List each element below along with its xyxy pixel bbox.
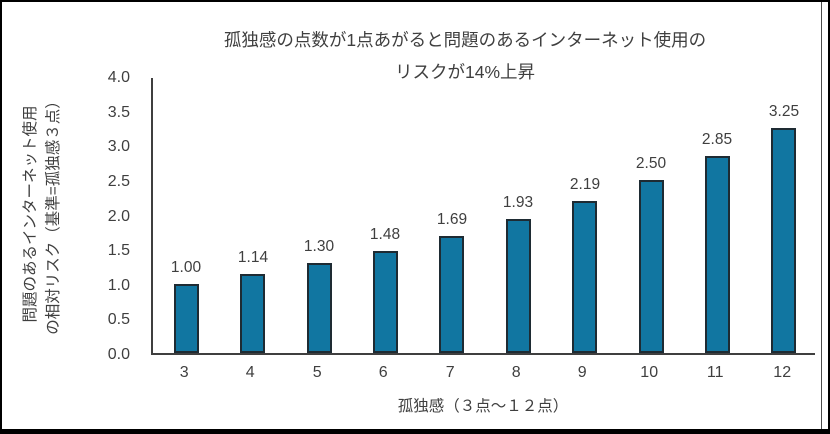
bar [307,263,332,353]
bar [174,284,199,353]
y-tick-label: 3.5 [107,104,130,121]
bar-value-label: 2.19 [569,176,601,193]
x-tick-label: 7 [445,364,455,381]
chart-frame-border [821,2,822,429]
bar [506,219,531,353]
y-axis-title-line-1: 問題のあるインターネット使用 [22,105,39,323]
chart-title-line-1: 孤独感の点数が1点あがると問題のあるインターネット使用の [223,30,707,50]
y-tick-label: 2.5 [107,173,130,190]
x-tick-label: 5 [312,364,322,381]
bar-value-label: 1.69 [436,211,468,228]
y-tick-label: 4.0 [107,69,130,86]
x-tick-label: 12 [773,364,792,381]
y-tick-label: 0.0 [107,346,130,363]
bar-value-label: 1.14 [237,249,269,266]
y-tick-label: 3.0 [107,138,130,155]
bar [439,236,464,353]
bar-value-label: 1.30 [303,238,335,255]
x-tick-label: 4 [245,364,255,381]
y-tick-label: 1.0 [107,277,130,294]
chart-title: 孤独感の点数が1点あがると問題のあるインターネット使用の リスクが14%上昇 [112,24,818,88]
x-axis-title: 孤独感（３点～１２点） [397,398,569,415]
chart-title-line-2: リスクが14%上昇 [394,62,536,82]
bar [771,128,796,353]
x-tick-label: 3 [179,364,189,381]
bar [639,180,664,353]
bar [705,156,730,353]
bar-value-label: 2.85 [701,131,733,148]
x-tick-label: 11 [706,364,724,381]
bar-value-label: 1.00 [170,259,202,276]
bar [373,251,398,353]
plot-area: 1.00 1.14 1.30 1.48 1.69 1.93 2.19 2.50 2.85 3.25 [151,78,815,355]
bar [572,201,597,353]
bar-value-label: 1.48 [369,226,401,243]
x-tick-label: 8 [511,364,521,381]
bar-value-label: 3.25 [768,103,800,120]
x-tick-label: 10 [640,364,659,381]
y-tick-label: 2.0 [107,208,130,225]
bar-value-label: 1.93 [502,194,534,211]
x-tick-label: 9 [577,364,587,381]
bar-value-label: 2.50 [635,155,667,172]
bar [240,274,265,353]
y-tick-label: 1.5 [107,242,130,259]
x-tick-label: 6 [378,364,388,381]
y-tick-label: 0.5 [107,311,130,328]
